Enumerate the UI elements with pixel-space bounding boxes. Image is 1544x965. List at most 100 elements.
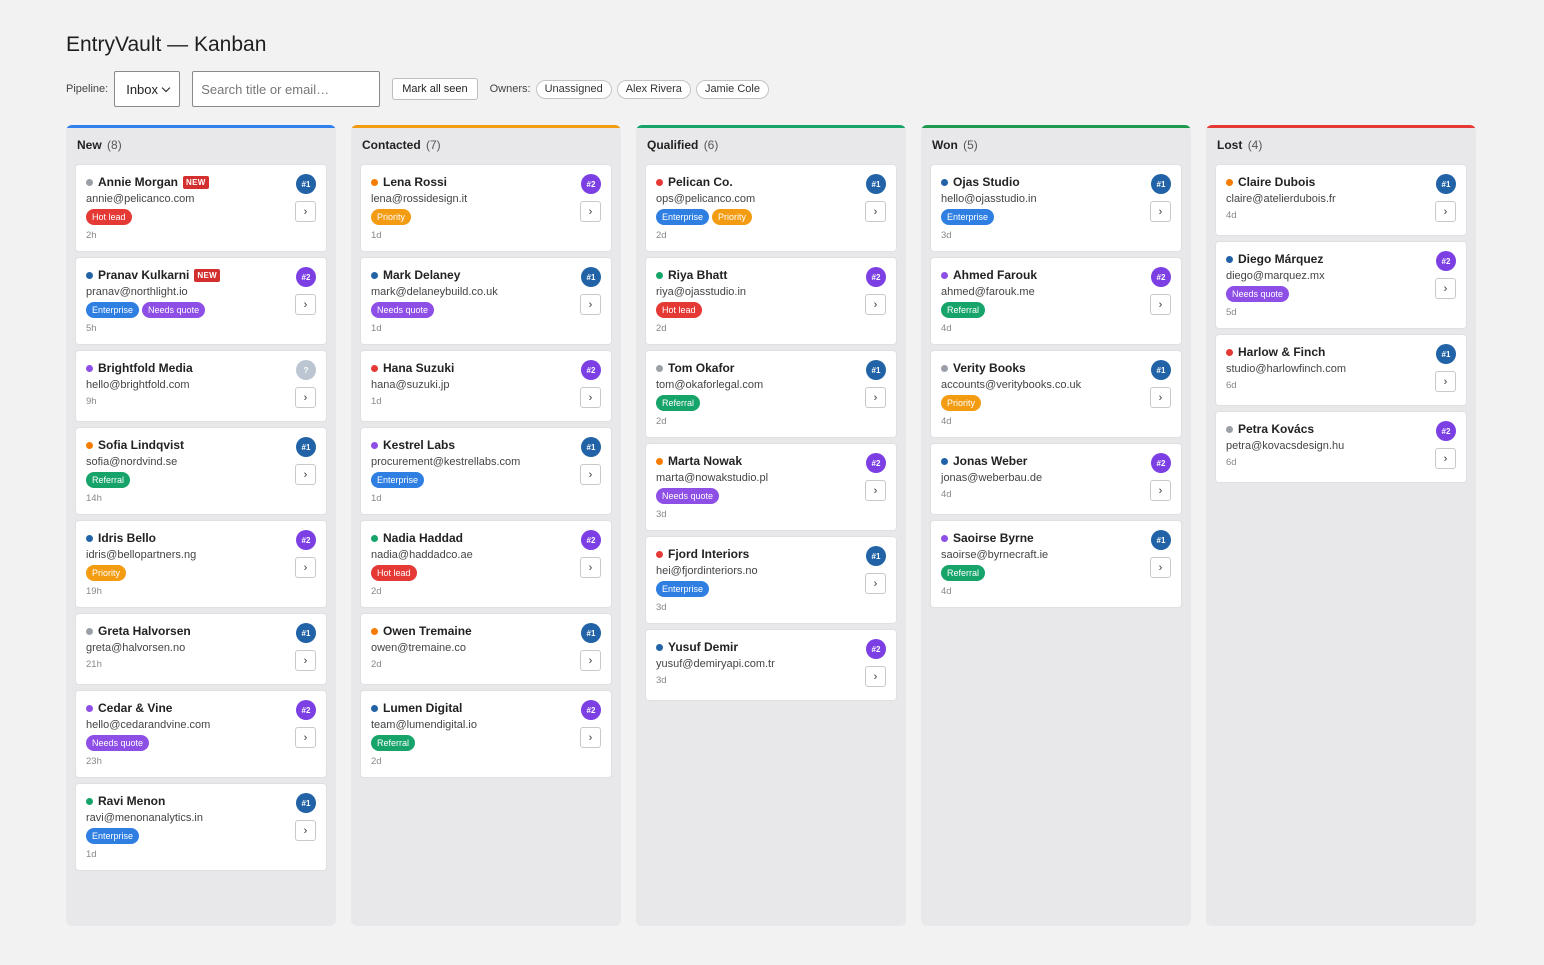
open-lead-button[interactable]: › — [1435, 201, 1456, 222]
open-lead-button[interactable]: › — [865, 480, 886, 501]
lead-card[interactable]: Ojas Studio hello@ojasstudio.in Enterprise… — [931, 165, 1181, 251]
open-lead-button[interactable]: › — [295, 820, 316, 841]
tag-priority: Priority — [371, 209, 412, 225]
lead-age: 4d — [941, 489, 952, 500]
chevron-right-icon: › — [303, 731, 308, 744]
open-lead-button[interactable]: › — [1150, 480, 1171, 501]
lead-age: 6d — [1226, 380, 1237, 391]
open-lead-button[interactable]: › — [295, 727, 316, 748]
lead-card[interactable]: Pranav Kulkarni NEW pranav@northlight.io En… — [76, 258, 326, 344]
lead-card[interactable]: Lumen Digital team@lumendigital.io Referra… — [361, 691, 611, 777]
lead-card[interactable]: Brightfold Media hello@brightfold.com 9h? › — [76, 351, 326, 421]
lead-card[interactable]: Saoirse Byrne saoirse@byrnecraft.ie Referr… — [931, 521, 1181, 607]
search-input[interactable] — [192, 71, 381, 107]
open-lead-button[interactable]: › — [865, 666, 886, 687]
open-lead-button[interactable]: › — [580, 557, 601, 578]
open-lead-button[interactable]: › — [1435, 371, 1456, 392]
lead-email: mark@delaneybuild.co.uk — [371, 286, 498, 298]
tag-list: Hot lead — [656, 302, 885, 318]
lead-card[interactable]: Verity Books accounts@veritybooks.co.uk Pr… — [931, 351, 1181, 437]
chevron-right-icon: › — [303, 298, 308, 311]
lead-name-row: Ahmed Farouk — [941, 267, 1170, 283]
open-lead-button[interactable]: › — [295, 557, 316, 578]
owner-rank-badge: #1 — [296, 623, 316, 643]
lead-age: 4d — [941, 586, 952, 597]
owner-rank-badge: #1 — [581, 623, 601, 643]
lead-card[interactable]: Riya Bhatt riya@ojasstudio.in Hot lead 2d #2… — [646, 258, 896, 344]
status-dot-icon — [86, 178, 93, 186]
lead-card[interactable]: Tom Okafor tom@okaforlegal.com Referral 2d #… — [646, 351, 896, 437]
tag-needs-quote: Needs quote — [86, 735, 150, 751]
status-dot-icon — [656, 271, 663, 279]
open-lead-button[interactable]: › — [295, 387, 316, 408]
tag-enterprise: Enterprise — [86, 828, 140, 844]
lead-card[interactable]: Pelican Co. ops@pelicanco.com Enterprise Pr… — [646, 165, 896, 251]
pipeline-select[interactable]: Inbox — [114, 71, 181, 107]
open-lead-button[interactable]: › — [580, 650, 601, 671]
lead-card[interactable]: Diego Márquez diego@marquez.mx Needs quote… — [1216, 242, 1466, 328]
lead-card[interactable]: Yusuf Demir yusuf@demiryapi.com.tr 3d #2 › — [646, 630, 896, 700]
lead-card[interactable]: Claire Dubois claire@atelierdubois.fr 4d #1… — [1216, 165, 1466, 235]
tag-list: Needs quote — [86, 735, 315, 751]
pipeline-label: Pipeline: — [66, 83, 109, 95]
open-lead-button[interactable]: › — [865, 573, 886, 594]
lead-card[interactable]: Owen Tremaine owen@tremaine.co 2d #1 › — [361, 614, 611, 684]
lead-card[interactable]: Cedar & Vine hello@cedarandvine.com Needs … — [76, 691, 326, 777]
lead-card[interactable]: Idris Bello idris@bellopartners.ng Priorit… — [76, 521, 326, 607]
open-lead-button[interactable]: › — [295, 201, 316, 222]
column-contacted: Contacted (7) Lena Rossi lena@rossidesign.… — [351, 125, 621, 926]
open-lead-button[interactable]: › — [295, 294, 316, 315]
open-lead-button[interactable]: › — [580, 727, 601, 748]
lead-email: team@lumendigital.io — [371, 719, 477, 731]
lead-email: tom@okaforlegal.com — [656, 379, 764, 391]
lead-email: sofia@nordvind.se — [86, 456, 178, 468]
open-lead-button[interactable]: › — [1150, 201, 1171, 222]
open-lead-button[interactable]: › — [295, 650, 316, 671]
open-lead-button[interactable]: › — [580, 294, 601, 315]
tag-referral: Referral — [941, 302, 986, 318]
mark-all-seen-button[interactable]: Mark all seen — [392, 78, 478, 100]
lead-name: Owen Tremaine — [383, 624, 472, 638]
chevron-right-icon: › — [1158, 561, 1163, 574]
lead-name-row: Sofia Lindqvist — [86, 437, 315, 453]
lead-email: hello@brightfold.com — [86, 379, 190, 391]
lead-card[interactable]: Sofia Lindqvist sofia@nordvind.se Referral… — [76, 428, 326, 514]
lead-card[interactable]: Kestrel Labs procurement@kestrellabs.com E… — [361, 428, 611, 514]
card-list: Lena Rossi lena@rossidesign.it Priority 1d #… — [351, 165, 621, 777]
open-lead-button[interactable]: › — [865, 387, 886, 408]
open-lead-button[interactable]: › — [1435, 278, 1456, 299]
lead-card[interactable]: Ahmed Farouk ahmed@farouk.me Referral 4d #2 › — [931, 258, 1181, 344]
open-lead-button[interactable]: › — [865, 294, 886, 315]
open-lead-button[interactable]: › — [865, 201, 886, 222]
open-lead-button[interactable]: › — [580, 464, 601, 485]
lead-card[interactable]: Nadia Haddad nadia@haddadco.ae Hot lead 2d #… — [361, 521, 611, 607]
owner-filter-alex-rivera[interactable]: Alex Rivera — [616, 79, 691, 99]
lead-card[interactable]: Greta Halvorsen greta@halvorsen.no 21h #1 › — [76, 614, 326, 684]
open-lead-button[interactable]: › — [1150, 557, 1171, 578]
lead-card[interactable]: Mark Delaney mark@delaneybuild.co.uk Needs… — [361, 258, 611, 344]
lead-card[interactable]: Petra Kovács petra@kovacsdesign.hu 6d #2 › — [1216, 412, 1466, 482]
lead-card[interactable]: Marta Nowak marta@nowakstudio.pl Needs quo… — [646, 444, 896, 530]
lead-name: Mark Delaney — [383, 268, 461, 282]
lead-card[interactable]: Harlow & Finch studio@harlowfinch.com 6d #1… — [1216, 335, 1466, 405]
owner-filter-unassigned[interactable]: Unassigned — [535, 79, 612, 99]
lead-name: Pelican Co. — [668, 175, 733, 189]
status-dot-icon — [941, 457, 948, 465]
lead-card[interactable]: Fjord Interiors hei@fjordinteriors.no Ente… — [646, 537, 896, 623]
chevron-right-icon: › — [303, 468, 308, 481]
open-lead-button[interactable]: › — [295, 464, 316, 485]
open-lead-button[interactable]: › — [1150, 294, 1171, 315]
open-lead-button[interactable]: › — [580, 201, 601, 222]
lead-card[interactable]: Jonas Weber jonas@weberbau.de 4d #2 › — [931, 444, 1181, 514]
lead-card[interactable]: Ravi Menon ravi@menonanalytics.in Enterpri… — [76, 784, 326, 870]
lead-card[interactable]: Annie Morgan NEW annie@pelicanco.com Hot le… — [76, 165, 326, 251]
chevron-right-icon: › — [873, 484, 878, 497]
owner-filter-jamie-cole[interactable]: Jamie Cole — [695, 79, 769, 99]
open-lead-button[interactable]: › — [580, 387, 601, 408]
lead-card[interactable]: Hana Suzuki hana@suzuki.jp 1d #2 › — [361, 351, 611, 421]
kanban-board: New (8) Annie Morgan NEW annie@pelicanco.co… — [66, 125, 1476, 926]
open-lead-button[interactable]: › — [1435, 448, 1456, 469]
lead-name: Riya Bhatt — [668, 268, 728, 282]
open-lead-button[interactable]: › — [1150, 387, 1171, 408]
lead-card[interactable]: Lena Rossi lena@rossidesign.it Priority 1d #… — [361, 165, 611, 251]
